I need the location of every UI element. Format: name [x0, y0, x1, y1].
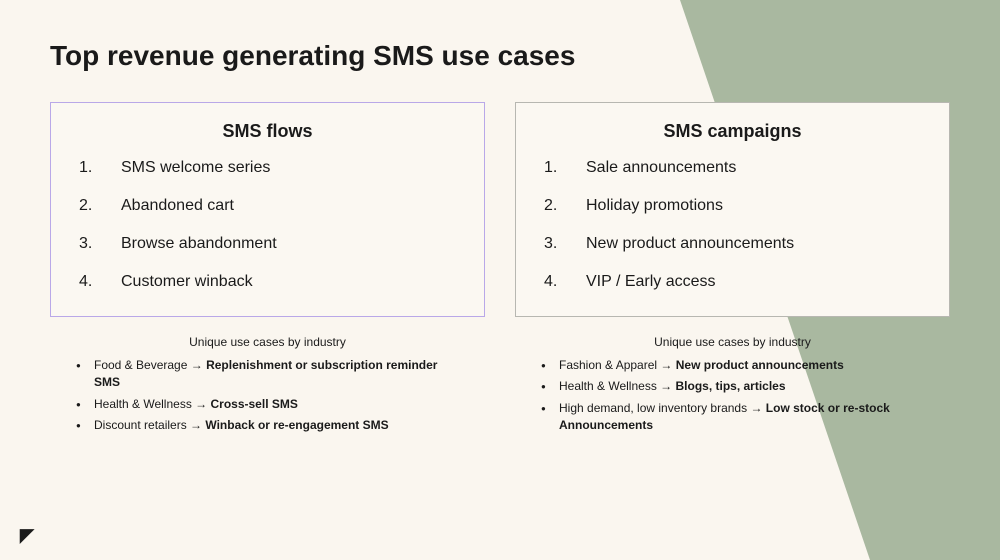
- slide-title: Top revenue generating SMS use cases: [50, 40, 950, 72]
- sub-item: Fashion & Apparel → New product announce…: [537, 357, 928, 374]
- sms-campaigns-card: SMS campaigns Sale announcements Holiday…: [515, 102, 950, 317]
- sms-flows-card: SMS flows SMS welcome series Abandoned c…: [50, 102, 485, 317]
- left-column: SMS flows SMS welcome series Abandoned c…: [50, 102, 485, 439]
- right-sub-title: Unique use cases by industry: [537, 335, 928, 349]
- sms-campaigns-list: Sale announcements Holiday promotions Ne…: [544, 156, 921, 294]
- list-item: Customer winback: [79, 270, 456, 294]
- left-sub-title: Unique use cases by industry: [72, 335, 463, 349]
- sub-item: Health & Wellness → Cross-sell SMS: [72, 396, 463, 413]
- list-item: Abandoned cart: [79, 194, 456, 218]
- right-sub-list: Fashion & Apparel → New product announce…: [537, 357, 928, 435]
- columns: SMS flows SMS welcome series Abandoned c…: [50, 102, 950, 439]
- sms-flows-title: SMS flows: [79, 121, 456, 142]
- sub-item: Food & Beverage → Replenishment or subsc…: [72, 357, 463, 392]
- list-item: VIP / Early access: [544, 270, 921, 294]
- content-area: Top revenue generating SMS use cases SMS…: [0, 0, 1000, 560]
- sms-campaigns-title: SMS campaigns: [544, 121, 921, 142]
- sub-item: High demand, low inventory brands → Low …: [537, 400, 928, 435]
- right-column: SMS campaigns Sale announcements Holiday…: [515, 102, 950, 439]
- left-sub-list: Food & Beverage → Replenishment or subsc…: [72, 357, 463, 435]
- list-item: Holiday promotions: [544, 194, 921, 218]
- sub-item: Health & Wellness → Blogs, tips, article…: [537, 378, 928, 395]
- left-sub: Unique use cases by industry Food & Beve…: [50, 335, 485, 435]
- list-item: SMS welcome series: [79, 156, 456, 180]
- sub-item: Discount retailers → Winback or re-engag…: [72, 417, 463, 434]
- right-sub: Unique use cases by industry Fashion & A…: [515, 335, 950, 435]
- brand-logo-icon: ◤: [20, 525, 32, 546]
- list-item: Browse abandonment: [79, 232, 456, 256]
- list-item: New product announcements: [544, 232, 921, 256]
- list-item: Sale announcements: [544, 156, 921, 180]
- sms-flows-list: SMS welcome series Abandoned cart Browse…: [79, 156, 456, 294]
